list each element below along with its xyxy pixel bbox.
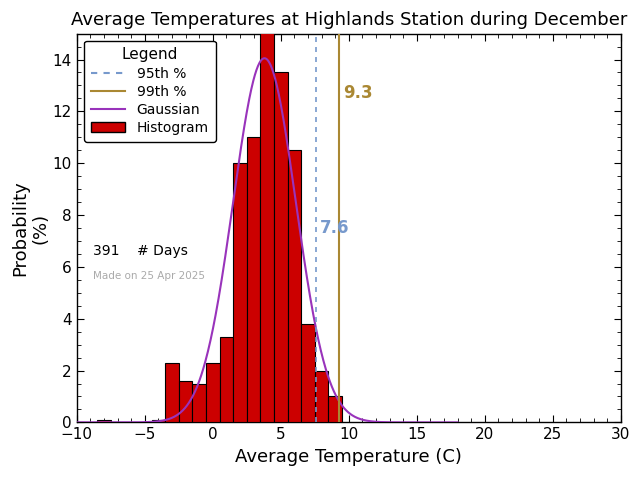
Bar <box>233 163 247 422</box>
Bar <box>165 363 179 422</box>
Bar <box>152 420 165 422</box>
Legend: 95th %, 99th %, Gaussian, Histogram: 95th %, 99th %, Gaussian, Histogram <box>84 40 216 142</box>
Text: 9.3: 9.3 <box>344 84 373 102</box>
Bar <box>247 137 260 422</box>
Bar <box>179 381 193 422</box>
Bar <box>287 150 301 422</box>
Bar <box>97 420 111 422</box>
Y-axis label: Probability
(%): Probability (%) <box>11 180 50 276</box>
Bar <box>206 363 220 422</box>
X-axis label: Average Temperature (C): Average Temperature (C) <box>236 448 462 466</box>
Bar <box>260 28 274 422</box>
Bar <box>315 371 328 422</box>
Text: 7.6: 7.6 <box>320 219 349 237</box>
Bar <box>301 324 315 422</box>
Bar <box>220 337 233 422</box>
Bar <box>274 72 287 422</box>
Title: Average Temperatures at Highlands Station during December: Average Temperatures at Highlands Statio… <box>70 11 627 29</box>
Text: Made on 25 Apr 2025: Made on 25 Apr 2025 <box>93 271 205 280</box>
Bar <box>328 396 342 422</box>
Bar <box>193 384 206 422</box>
Text: 391    # Days: 391 # Days <box>93 244 188 258</box>
